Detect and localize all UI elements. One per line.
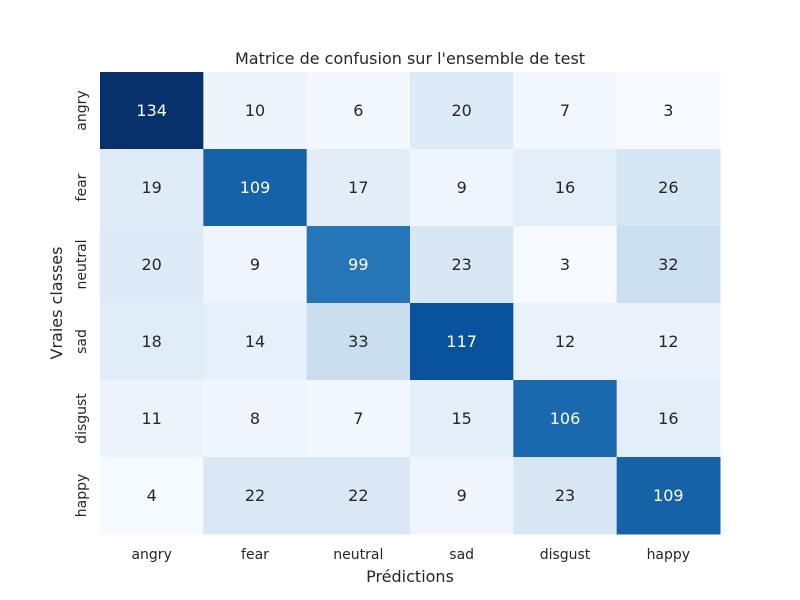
cell-value-label: 12 [658, 332, 678, 351]
x-tick-label: angry [131, 547, 171, 563]
heatmap-cell [616, 72, 721, 150]
cell-value-label: 11 [141, 409, 161, 428]
heatmap-cell [100, 226, 204, 304]
heatmap-cell [100, 72, 204, 150]
cell-value-label: 4 [147, 486, 157, 505]
cell-value-label: 109 [240, 178, 271, 197]
y-axis-label: Vraies classes [47, 247, 66, 360]
cell-value-label: 9 [457, 486, 467, 505]
cell-value-label: 9 [250, 255, 260, 274]
heatmap-cell [513, 380, 618, 458]
y-tick-label: neutral [74, 239, 90, 289]
cell-value-label: 10 [245, 101, 265, 120]
heatmap-cell [306, 149, 411, 227]
cell-value-label: 15 [451, 409, 471, 428]
heatmap-cell [306, 457, 411, 535]
cell-value-label: 23 [451, 255, 471, 274]
heatmap-cell [203, 380, 308, 458]
cell-value-label: 22 [348, 486, 368, 505]
cell-value-label: 117 [446, 332, 477, 351]
cell-value-label: 9 [457, 178, 467, 197]
cell-value-label: 16 [555, 178, 575, 197]
y-tick-label: disgust [74, 393, 90, 444]
cell-value-label: 3 [560, 255, 570, 274]
cell-value-label: 7 [353, 409, 363, 428]
y-tick-label: happy [74, 474, 90, 518]
heatmap-cell [513, 226, 618, 304]
x-tick-label: happy [647, 547, 691, 563]
heatmap-cell [616, 457, 721, 535]
cell-value-label: 22 [245, 486, 265, 505]
x-tick-label: disgust [540, 547, 591, 563]
heatmap-cell [306, 303, 411, 381]
heatmap-cell [410, 72, 514, 150]
heatmap-cell [306, 380, 411, 458]
cell-value-label: 106 [550, 409, 581, 428]
y-tick-label: sad [74, 329, 90, 354]
cell-value-label: 6 [353, 101, 363, 120]
heatmap-cell [410, 303, 514, 381]
heatmap-cell [410, 457, 514, 535]
heatmap-cell [100, 149, 204, 227]
heatmap-cell [203, 149, 308, 227]
cell-value-label: 14 [245, 332, 265, 351]
cell-value-label: 134 [136, 101, 167, 120]
chart-title: Matrice de confusion sur l'ensemble de t… [235, 49, 585, 68]
heatmap-cell [100, 380, 204, 458]
heatmap-cell [410, 226, 514, 304]
cell-value-label: 20 [451, 101, 471, 120]
cell-value-label: 3 [663, 101, 673, 120]
heatmap-cell [203, 226, 308, 304]
cell-value-label: 109 [653, 486, 684, 505]
y-tick-label: angry [74, 90, 90, 130]
heatmap-cell [616, 226, 721, 304]
cell-value-label: 99 [348, 255, 368, 274]
cell-value-label: 33 [348, 332, 368, 351]
heatmap-cell [616, 303, 721, 381]
cell-value-label: 16 [658, 409, 678, 428]
heatmap-cell [616, 380, 721, 458]
heatmap-cell [100, 457, 204, 535]
x-tick-label: neutral [333, 547, 383, 563]
cell-value-label: 8 [250, 409, 260, 428]
heatmap-cell [513, 303, 618, 381]
x-axis-label: Prédictions [366, 567, 454, 586]
heatmap-cell [203, 72, 308, 150]
x-tick-label: sad [449, 547, 474, 563]
heatmap-cell [100, 303, 204, 381]
cell-value-label: 18 [141, 332, 161, 351]
cell-value-label: 20 [141, 255, 161, 274]
cell-value-label: 26 [658, 178, 678, 197]
heatmap-cell [410, 380, 514, 458]
heatmap-cell [513, 72, 618, 150]
heatmap-cell [616, 149, 721, 227]
heatmap-cell [306, 72, 411, 150]
cell-value-label: 32 [658, 255, 678, 274]
cell-value-label: 17 [348, 178, 368, 197]
heatmap-cell [410, 149, 514, 227]
heatmap-cell [513, 457, 618, 535]
cell-value-label: 7 [560, 101, 570, 120]
heatmap-cell [203, 303, 308, 381]
y-axis-ticks: angry fear neutral sad disgust happy [74, 90, 90, 517]
heatmap-cell [306, 226, 411, 304]
cell-value-label: 19 [141, 178, 161, 197]
cell-value-label: 12 [555, 332, 575, 351]
heatmap-cell [513, 149, 618, 227]
x-axis-ticks: angry fear neutral sad disgust happy [131, 547, 690, 563]
cell-value-label: 23 [555, 486, 575, 505]
heatmap-cell [203, 457, 308, 535]
x-tick-label: fear [241, 547, 269, 563]
y-tick-label: fear [74, 173, 90, 201]
